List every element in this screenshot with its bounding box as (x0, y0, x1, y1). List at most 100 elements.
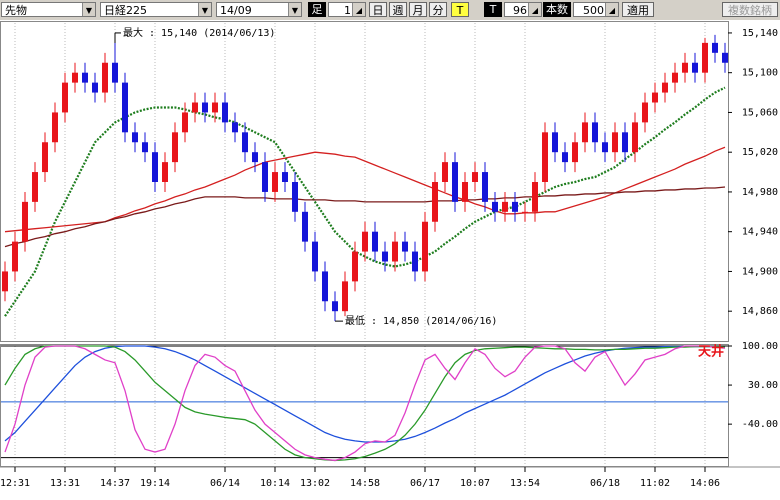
candle-body (322, 271, 328, 302)
minute-button[interactable]: 分 (429, 2, 447, 17)
month-button[interactable]: 月 (409, 2, 427, 17)
candle-body (442, 162, 448, 182)
candle-body (122, 82, 128, 133)
candle-body (432, 182, 438, 222)
candle-body (682, 62, 688, 73)
candle-body (642, 102, 648, 123)
x-tick-label: 14:06 (690, 478, 720, 489)
candle-body (2, 271, 8, 292)
candle-body (92, 82, 98, 93)
candle-body (32, 172, 38, 202)
max-annotation: 最大 : 15,140 (2014/06/13) (123, 26, 275, 39)
candle-body (352, 251, 358, 282)
multi-button[interactable]: 複数銘柄 (722, 2, 778, 17)
series-line (4, 146, 726, 233)
candle-body (312, 241, 318, 272)
candle-body (532, 182, 538, 212)
x-tick-label: 13:31 (50, 478, 80, 489)
x-tick-label: 10:07 (460, 478, 490, 489)
candle-body (632, 122, 638, 153)
candle-body (292, 182, 298, 212)
candle-body (192, 102, 198, 113)
y-tick-label: 100.00 (742, 341, 778, 352)
y-tick-label: 14,940 (742, 227, 778, 238)
symbol-select[interactable]: 先物 ▼ (1, 2, 96, 17)
series-line (4, 345, 726, 462)
y-tick-label: 15,020 (742, 147, 778, 158)
t-input[interactable]: 96 ◢ (504, 2, 542, 17)
candle-body (362, 231, 368, 252)
candle-body (452, 162, 458, 202)
candle-body (182, 112, 188, 133)
candle-body (222, 102, 228, 123)
candle-body (42, 142, 48, 173)
candle-body (552, 132, 558, 153)
candle-body (172, 132, 178, 163)
candle-body (262, 162, 268, 192)
candle-body (82, 72, 88, 83)
count-value: 500 (583, 4, 604, 17)
candle-body (652, 92, 658, 103)
y-tick-label: 15,140 (742, 28, 778, 39)
week-button[interactable]: 週 (389, 2, 407, 17)
candle-body (272, 172, 278, 192)
candle-body (252, 152, 258, 163)
candle-body (562, 152, 568, 163)
candle-body (572, 142, 578, 163)
candle-body (722, 52, 728, 63)
bar-input[interactable]: 1 ◢ (328, 2, 366, 17)
candle-body (522, 211, 528, 213)
candle-body (102, 62, 108, 93)
candle-body (62, 82, 68, 113)
y-tick-label: 14,980 (742, 187, 778, 198)
candle-body (12, 241, 18, 272)
bar-label: 足 (308, 2, 326, 17)
candle-body (412, 251, 418, 272)
x-tick-label: 06/14 (210, 478, 240, 489)
candle-body (462, 182, 468, 202)
candle-body (692, 62, 698, 73)
x-tick-label: 12:31 (0, 478, 30, 489)
apply-button[interactable]: 適用 (622, 2, 654, 17)
candle-body (302, 211, 308, 242)
candle-body (332, 301, 338, 312)
background (0, 20, 780, 500)
count-input[interactable]: 500 ◢ (573, 2, 619, 17)
index: 日経225 (104, 4, 147, 17)
index-select[interactable]: 日経225 ▼ (100, 2, 212, 17)
x-tick-label: 14:58 (350, 478, 380, 489)
candle-body (342, 281, 348, 312)
x-tick-label: 13:54 (510, 478, 540, 489)
day-button[interactable]: 日 (369, 2, 387, 17)
candle-body (622, 132, 628, 153)
month-select[interactable]: 14/09 ▼ (216, 2, 302, 17)
y-tick-label: 15,100 (742, 68, 778, 79)
candle-body (212, 102, 218, 113)
toolbar: 先物 ▼ 日経225 ▼ 14/09 ▼ 足 1 ◢ 日 週 月 分 T T 96 ◢ 本… (0, 0, 780, 20)
candle-body (162, 162, 168, 182)
y-tick-label: 14,860 (742, 306, 778, 317)
candle-body (542, 132, 548, 182)
y-tick-label: -40.00 (742, 419, 778, 430)
candle-body (582, 122, 588, 143)
candle-body (502, 201, 508, 212)
t-label: T (484, 2, 502, 17)
candle-body (512, 201, 518, 212)
price-panel (0, 21, 729, 342)
tick-button[interactable]: T (451, 2, 469, 17)
count-label: 本数 (543, 2, 571, 17)
oscillator-annotation: 天井 (698, 344, 724, 360)
candle-body (382, 251, 388, 262)
x-tick-label: 06/18 (590, 478, 620, 489)
series-line (4, 345, 726, 462)
candle-body (142, 142, 148, 153)
x-tick-label: 11:02 (640, 478, 670, 489)
x-tick-label: 14:37 (100, 478, 130, 489)
candle-body (132, 132, 138, 143)
candle-body (282, 172, 288, 182)
candle-body (702, 42, 708, 73)
candle-body (152, 152, 158, 182)
candle-body (672, 72, 678, 83)
candle-body (232, 122, 238, 133)
chart: 12:31 13:31 14:37 19:14 06/14 10:14 13:02 14:58… (0, 20, 780, 500)
